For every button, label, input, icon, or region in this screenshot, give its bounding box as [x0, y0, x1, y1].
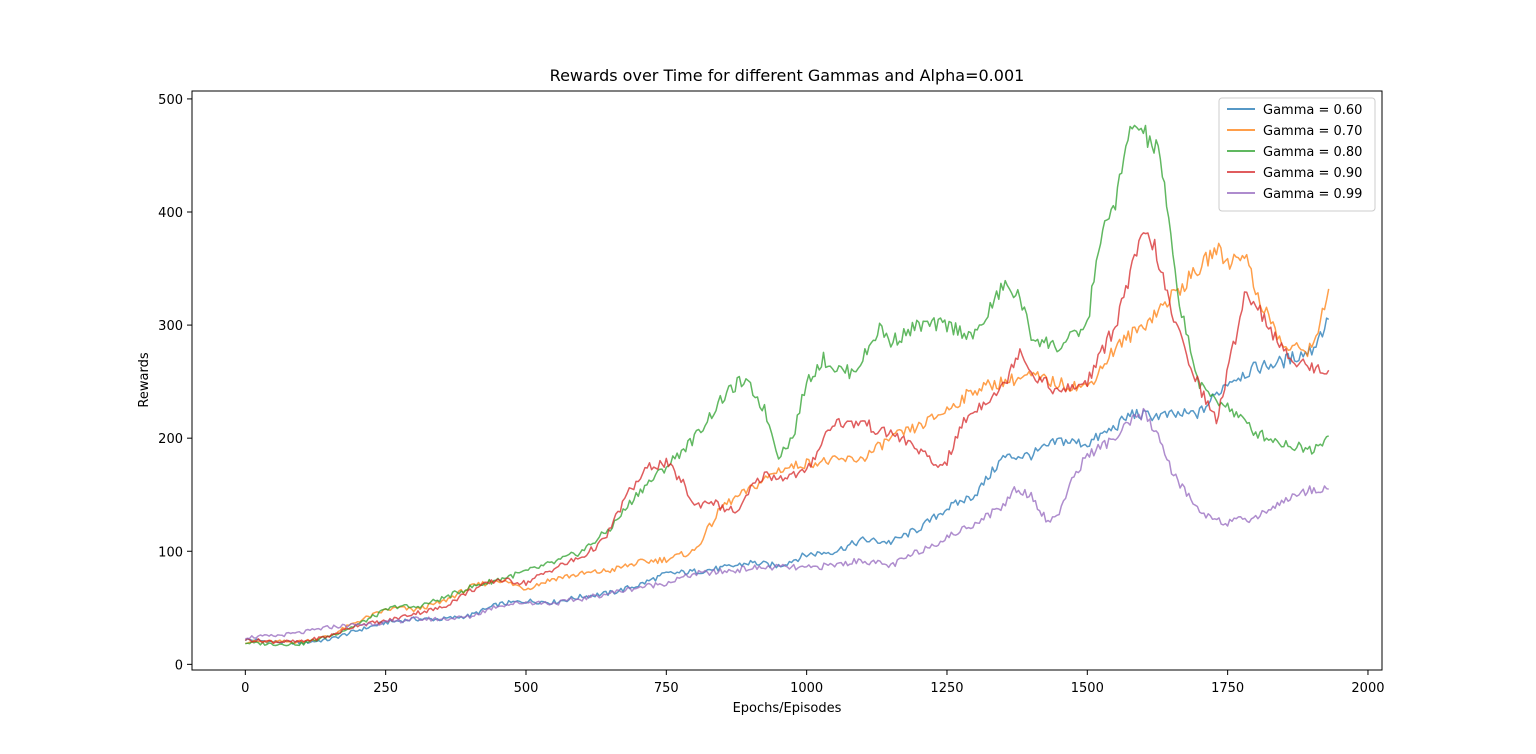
chart-title: Rewards over Time for different Gammas a… [550, 66, 1025, 85]
x-tick-label: 1500 [1071, 681, 1104, 696]
x-tick-label: 1250 [930, 681, 963, 696]
series-line-3 [244, 232, 1330, 645]
legend-entry: Gamma = 0.60 [1263, 103, 1362, 118]
x-tick-label: 500 [514, 681, 539, 696]
y-axis-label: Rewards [137, 352, 152, 407]
y-tick-label: 500 [158, 93, 183, 108]
x-tick-label: 1000 [790, 681, 823, 696]
legend: Gamma = 0.60 Gamma = 0.70 Gamma = 0.80 Gamm… [1218, 97, 1376, 212]
series-layer [244, 124, 1330, 647]
y-axis: 0 100 200 300 400 500 [158, 93, 192, 673]
legend-entry: Gamma = 0.99 [1263, 187, 1362, 202]
series-line-0 [244, 317, 1330, 645]
y-tick-label: 300 [158, 319, 183, 334]
x-tick-label: 1750 [1211, 681, 1244, 696]
x-axis: 0 250 500 750 1000 1250 1500 1750 2000 [241, 670, 1385, 696]
legend-entry: Gamma = 0.80 [1263, 145, 1362, 160]
legend-box [1218, 97, 1376, 212]
x-tick-label: 750 [654, 681, 679, 696]
y-tick-label: 400 [158, 206, 183, 221]
x-axis-label: Epochs/Episodes [733, 701, 842, 716]
y-tick-label: 200 [158, 432, 183, 447]
series-line-4 [245, 407, 1329, 640]
x-tick-label: 2000 [1351, 681, 1384, 696]
x-tick-label: 0 [241, 681, 249, 696]
y-tick-label: 0 [175, 658, 183, 673]
plot-frame [191, 90, 1383, 671]
legend-entry: Gamma = 0.70 [1263, 124, 1362, 139]
legend-entry: Gamma = 0.90 [1263, 166, 1362, 181]
series-line-2 [245, 124, 1329, 647]
series-line-1 [245, 242, 1330, 645]
x-tick-label: 250 [373, 681, 398, 696]
y-tick-label: 100 [158, 545, 183, 560]
